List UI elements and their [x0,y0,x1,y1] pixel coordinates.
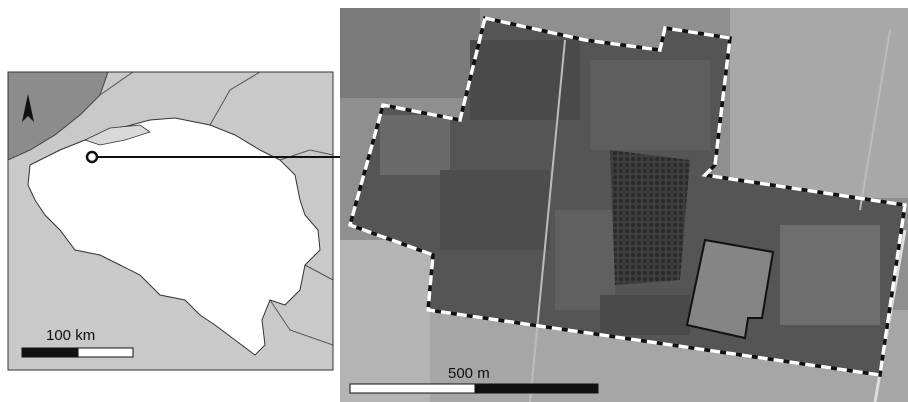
belgium [27,117,321,356]
border [209,72,261,126]
north-arrow [22,94,34,122]
estuary [83,124,151,146]
scale-bar [21,347,79,358]
plot-outline [685,238,775,340]
scale-label: 500 m [448,365,490,382]
scale-bar [349,383,476,394]
overview-frame [7,71,334,371]
border [304,264,333,281]
site-marker [85,150,99,164]
scale-label: 100 km [46,327,95,344]
border [99,72,134,96]
overview-map [8,72,333,370]
study-area-outline [347,15,907,377]
sea [8,72,109,161]
scale-bar [474,383,599,394]
scale-bar [77,347,134,358]
aerial-image [340,8,908,402]
border [269,299,333,346]
